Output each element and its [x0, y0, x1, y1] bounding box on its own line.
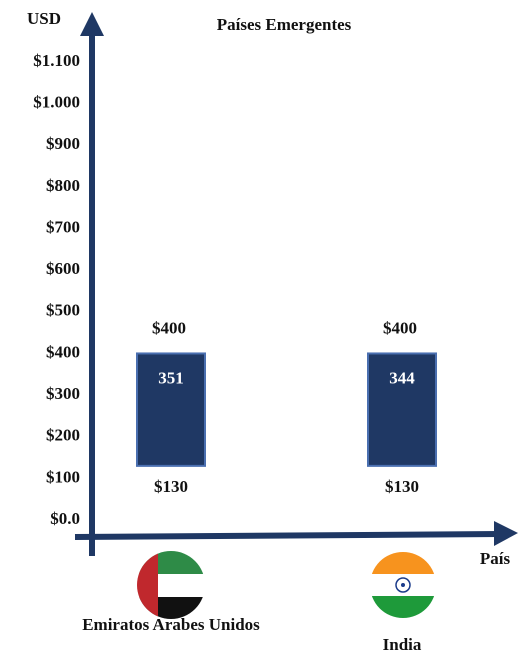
y-tick-label: $900: [46, 134, 80, 153]
y-tick-label: $400: [46, 342, 80, 361]
bar: [367, 352, 437, 467]
x-tick-label: India: [382, 635, 422, 654]
y-tick-label: $200: [46, 426, 80, 445]
x-tick-label: Emiratos Arabes Unidos: [82, 615, 260, 634]
high-label: $400: [152, 318, 186, 337]
value-label: 344: [389, 368, 415, 387]
y-tick-label: $700: [46, 217, 80, 236]
flag-uae: [137, 551, 205, 619]
y-tick-label: $800: [46, 176, 80, 195]
y-tick-label: $300: [46, 384, 80, 403]
low-label: $130: [385, 477, 419, 496]
axes: [74, 12, 518, 556]
flag-india: [370, 552, 436, 618]
y-tick-label: $1.000: [33, 93, 80, 112]
y-tick-label: $100: [46, 467, 80, 486]
high-label: $400: [383, 318, 417, 337]
x-axis-label: País: [480, 549, 511, 568]
y-tick-label: $1.100: [33, 51, 80, 70]
chart-title: Países Emergentes: [217, 15, 352, 34]
value-label: 351: [158, 368, 184, 387]
low-label: $130: [154, 477, 188, 496]
y-tick-label: $500: [46, 301, 80, 320]
y-tick-label: $600: [46, 259, 80, 278]
y-tick-label: $0.0: [50, 509, 80, 528]
y-axis-label: USD: [27, 9, 61, 28]
bar: [136, 352, 206, 467]
